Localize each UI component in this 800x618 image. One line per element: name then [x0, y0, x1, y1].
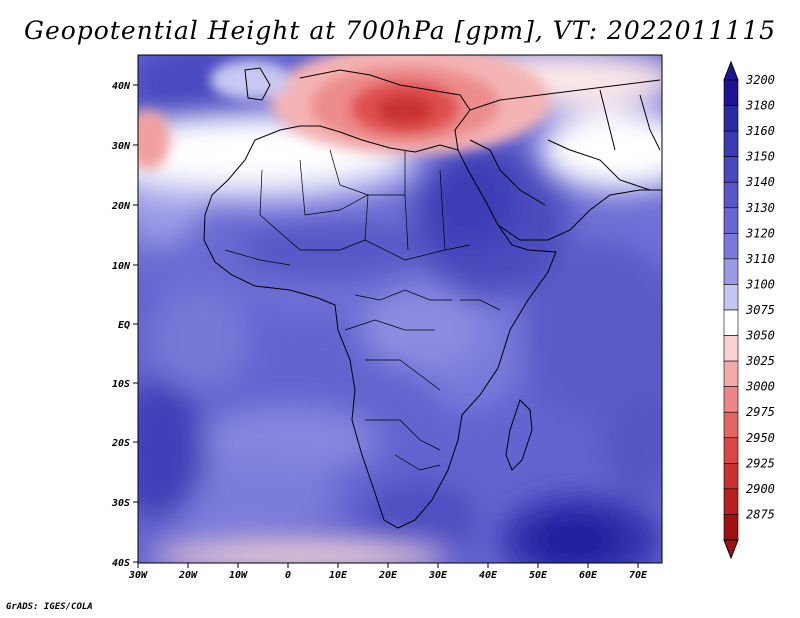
colorbar-label: 2950: [746, 431, 775, 445]
colorbar-swatch: [723, 258, 739, 285]
colorbar-swatch: [723, 437, 739, 464]
colorbar-label: 3150: [745, 150, 775, 164]
footer-credit: GrADS: IGES/COLA: [6, 602, 93, 612]
colorbar-top-arrow: [723, 60, 739, 81]
colorbar-swatch: [723, 514, 739, 541]
colorbar-swatch: [723, 335, 739, 362]
x-tick-label: 20E: [378, 570, 398, 581]
colorbar-swatch: [723, 488, 739, 515]
x-tick-label: 40E: [479, 570, 498, 581]
y-tick-label: 30S: [111, 498, 130, 509]
x-tick-label: 70E: [629, 570, 648, 581]
colorbar-swatch: [723, 105, 739, 132]
colorbar: 3200 3180 3160 3150 3140 3130 3120 3110 3100 3075…: [723, 60, 775, 560]
colorbar-swatch: [723, 233, 739, 260]
y-tick-label: EQ: [118, 320, 130, 331]
colorbar-swatch: [723, 181, 739, 209]
colorbar-label: 2925: [746, 456, 775, 470]
colorbar-label: 2875: [746, 507, 775, 521]
colorbar-label: 3025: [745, 354, 775, 368]
colorbar-swatch: [723, 411, 739, 439]
colorbar-swatch: [723, 79, 739, 106]
colorbar-swatch: [723, 309, 739, 336]
colorbar-swatch: [723, 156, 739, 183]
x-tick-label: 0: [285, 570, 291, 581]
colorbar-swatch: [723, 130, 739, 157]
x-tick-label: 10E: [329, 570, 348, 581]
colorbar-label: 3100: [745, 277, 775, 291]
y-axis-labels: 40N 30N 20N 10N EQ 10S 20S 30S 40S: [111, 81, 131, 569]
colorbar-label: 2975: [746, 405, 775, 419]
y-tick-label: 40N: [112, 81, 131, 92]
colorbar-swatch: [723, 284, 739, 311]
map-title: Geopotential Height at 700hPa [gpm], VT:…: [23, 16, 777, 45]
y-tick-label: 20S: [111, 438, 130, 449]
colorbar-swatch: [723, 207, 739, 234]
colorbar-label: 3075: [745, 303, 775, 317]
height-field: [138, 55, 662, 563]
colorbar-label: 3050: [745, 329, 775, 343]
borders: [224, 149, 501, 471]
colorbar-label: 3000: [745, 380, 775, 394]
y-tick-label: 40S: [112, 558, 130, 569]
colorbar-swatch: [723, 360, 739, 387]
x-tick-label: 20W: [178, 570, 198, 581]
x-tick-label: 30E: [428, 570, 448, 581]
y-tick-label: 30N: [111, 141, 131, 152]
colorbar-label: 3200: [745, 73, 775, 87]
colorbar-label: 3140: [745, 175, 775, 189]
colorbar-label: 3160: [745, 124, 775, 138]
colorbar-swatch: [723, 463, 739, 490]
x-tick-label: 10W: [229, 570, 248, 581]
colorbar-label: 3120: [745, 226, 775, 240]
y-tick-label: 10S: [112, 379, 130, 390]
x-tick-label: 60E: [579, 570, 598, 581]
x-tick-label: 50E: [529, 570, 548, 581]
colorbar-label: 3130: [745, 201, 775, 215]
x-tick-label: 30W: [128, 570, 148, 581]
colorbar-label: 3110: [745, 252, 775, 266]
coastlines: [203, 67, 662, 529]
colorbar-label: 3180: [745, 99, 775, 113]
colorbar-swatch: [723, 386, 739, 413]
x-axis-labels: 30W 20W 10W 0 10E 20E 30E 40E 50E 60E 70…: [128, 570, 648, 581]
map-frame: [137, 54, 663, 564]
colorbar-label: 2900: [746, 482, 775, 496]
y-tick-label: 20N: [111, 201, 131, 212]
axis-tick-marks: [133, 84, 639, 568]
colorbar-bottom-arrow: [723, 539, 739, 560]
y-tick-label: 10N: [112, 261, 131, 272]
